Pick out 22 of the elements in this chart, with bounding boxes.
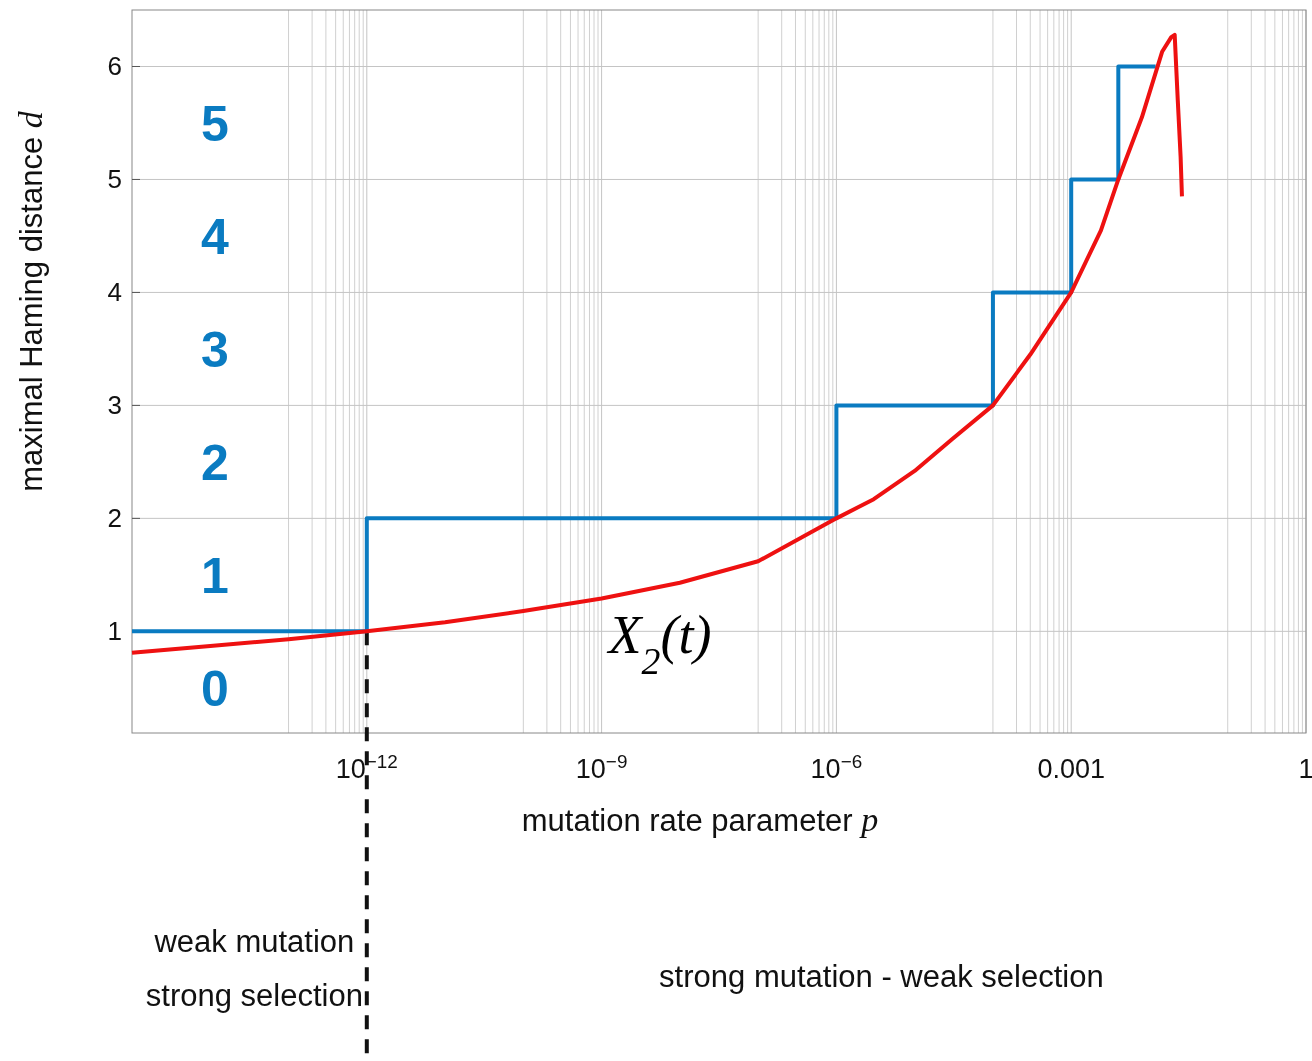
x-tick-label: 10$^{−6}$ [810,750,863,784]
annotation: 1 [201,547,229,604]
y-tick-label: 1 [107,616,122,647]
y-tick-label: 2 [107,503,122,534]
y-tick-label: 6 [107,51,122,82]
y-tick-label: 5 [107,164,122,195]
y-tick-label: 3 [107,390,122,421]
y-axis-title: maximal Haming distance d [12,110,49,492]
annotation: 2 [201,434,229,491]
annotation: 3 [201,321,229,378]
annotation: 4 [201,208,230,265]
annotation: 0 [201,660,229,717]
annotation: X$_{2}$(t) [606,605,712,682]
x-tick-label: 1 [1298,754,1312,784]
y-tick-label: 4 [107,277,122,308]
x-axis-title: mutation rate parameter p [521,801,879,838]
annotation: 5 [201,95,229,152]
text: strong mutation - weak selection [659,959,1104,994]
x-tick-label: 0.001 [1037,754,1105,784]
x-tick-label: 10$^{−12}$ [335,750,398,784]
text: weak mutation strong selection [145,924,363,1013]
x-tick-label: 10$^{−9}$ [575,750,628,784]
